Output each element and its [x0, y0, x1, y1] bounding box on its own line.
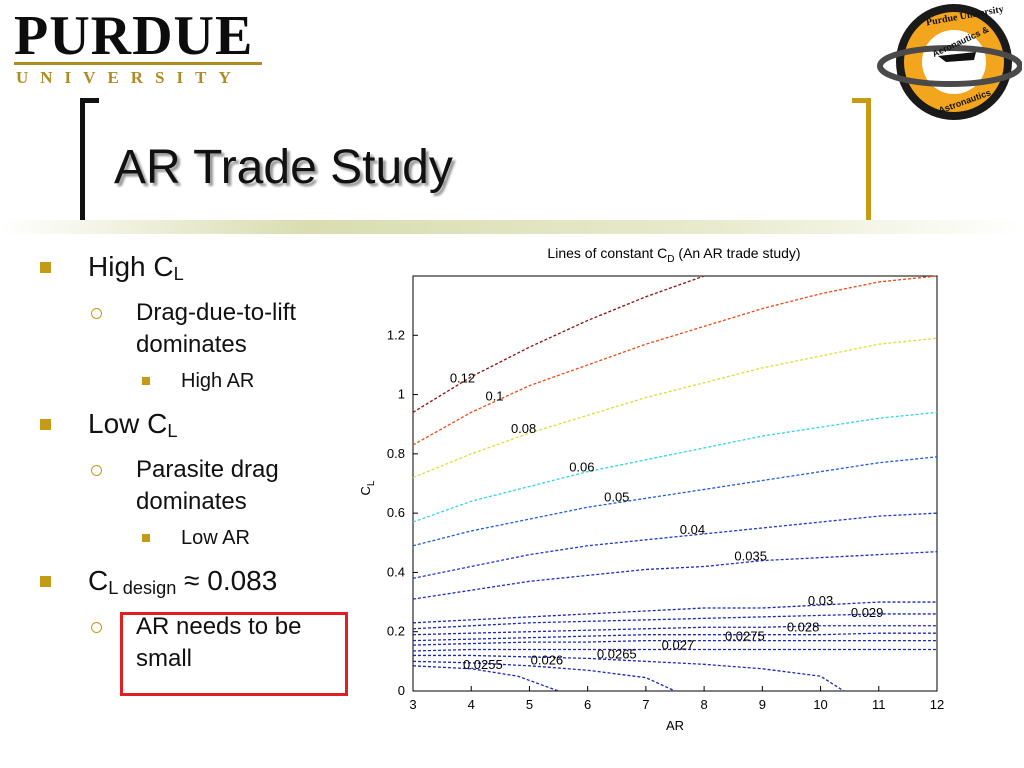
wordmark-rule	[14, 62, 262, 65]
contour-line	[412, 275, 938, 446]
contour-label: 0.12	[450, 371, 475, 386]
title-underline-stripe	[0, 220, 1024, 234]
contour-label: 0.1	[485, 389, 503, 404]
y-tick-label: 1.2	[387, 327, 405, 342]
x-tick-label: 10	[813, 697, 827, 712]
aeronautics-seal-logo: Purdue University Aeronautics & Astronau…	[877, 4, 1022, 120]
square-bullet-icon	[40, 262, 51, 273]
contour-label: 0.029	[851, 605, 884, 620]
contour-line	[412, 456, 938, 547]
contour-line	[412, 337, 938, 479]
contour-label: 0.0265	[597, 646, 637, 661]
contour-line	[412, 625, 937, 636]
y-axis-label: CL	[358, 480, 377, 495]
contour-line	[412, 512, 938, 579]
bullet-ar-small: AR needs to be small	[36, 611, 356, 675]
bullet-low-cl: Low CL	[36, 407, 356, 448]
circle-bullet-icon	[91, 465, 102, 476]
contour-label: 0.06	[569, 460, 594, 475]
y-tick-label: 0	[398, 683, 405, 698]
bullet-high-cl: High CL	[36, 250, 356, 291]
x-tick-label: 9	[759, 697, 766, 712]
contour-line	[412, 639, 937, 646]
contour-label: 0.0275	[725, 629, 765, 644]
y-tick-label: 0.4	[387, 564, 405, 579]
x-tick-label: 4	[468, 697, 475, 712]
contour-label: 0.05	[604, 489, 629, 504]
x-tick-label: 11	[872, 697, 886, 712]
x-tick-label: 8	[700, 697, 707, 712]
chart-title: Lines of constant CD (An AR trade study)	[547, 245, 800, 265]
square-bullet-icon	[142, 377, 150, 385]
bullet-drag-due-to-lift: Drag-due-to-lift dominates	[36, 297, 356, 361]
y-tick-label: 1	[398, 387, 405, 402]
contour-line	[412, 275, 705, 413]
highlight-box	[120, 612, 348, 696]
title-bracket-left	[80, 98, 99, 232]
bullet-cl-design: CL design ≈ 0.083	[36, 564, 356, 605]
title-bracket-right	[852, 98, 871, 232]
header: PURDUE UNIVERSITY Purdue University Aero…	[0, 0, 1024, 235]
contour-line	[412, 411, 938, 523]
plot-area	[412, 275, 938, 692]
contour-chart: Lines of constant CD (An AR trade study)…	[358, 245, 944, 733]
contour-label: 0.04	[680, 522, 705, 537]
university-wordmark: UNIVERSITY	[16, 68, 243, 87]
x-tick-label: 12	[930, 697, 944, 712]
contour-line	[412, 648, 937, 652]
y-tick-label: 0.2	[387, 624, 405, 639]
square-bullet-icon	[142, 534, 150, 542]
contour-line	[413, 654, 845, 692]
contour-label: 0.035	[734, 549, 767, 564]
bullet-list: High CL Drag-due-to-lift dominates High …	[36, 250, 356, 675]
contour-line	[412, 551, 938, 600]
contour-label: 0.027	[662, 638, 695, 653]
x-tick-label: 6	[584, 697, 591, 712]
slide-title: AR Trade Study	[114, 141, 453, 194]
purdue-wordmark: PURDUE	[14, 5, 254, 67]
x-tick-label: 5	[526, 697, 533, 712]
contour-label: 0.08	[511, 421, 536, 436]
square-bullet-icon	[40, 576, 51, 587]
contour-line	[412, 632, 937, 642]
contour-line	[412, 613, 937, 630]
y-tick-label: 0.6	[387, 505, 405, 520]
bullet-low-ar: Low AR	[36, 524, 356, 552]
circle-bullet-icon	[91, 622, 102, 633]
bullet-high-ar: High AR	[36, 367, 356, 395]
axis-ticks: 3 4 5 6 7 8 9 10 11 12 0 0.2 0.4 0.6 0.8 1 1.2	[387, 327, 944, 712]
x-tick-label: 7	[642, 697, 649, 712]
x-tick-label: 3	[409, 697, 416, 712]
y-tick-label: 0.8	[387, 446, 405, 461]
circle-bullet-icon	[91, 308, 102, 319]
square-bullet-icon	[40, 419, 51, 430]
contour-labels: 0.12 0.1 0.08 0.06 0.05 0.04 0.035 0.03 0.029 0.0…	[450, 371, 884, 672]
contour-line	[412, 665, 559, 692]
contour-line	[412, 660, 676, 692]
contour-label: 0.028	[787, 620, 820, 635]
contour-label: 0.0255	[463, 657, 503, 672]
contour-label: 0.03	[808, 593, 833, 608]
contour-label: 0.026	[531, 652, 564, 667]
contour-line	[412, 601, 937, 624]
bullet-parasite-drag: Parasite drag dominates	[36, 454, 356, 518]
contour-lines	[412, 275, 938, 692]
x-axis-label: AR	[666, 718, 684, 733]
